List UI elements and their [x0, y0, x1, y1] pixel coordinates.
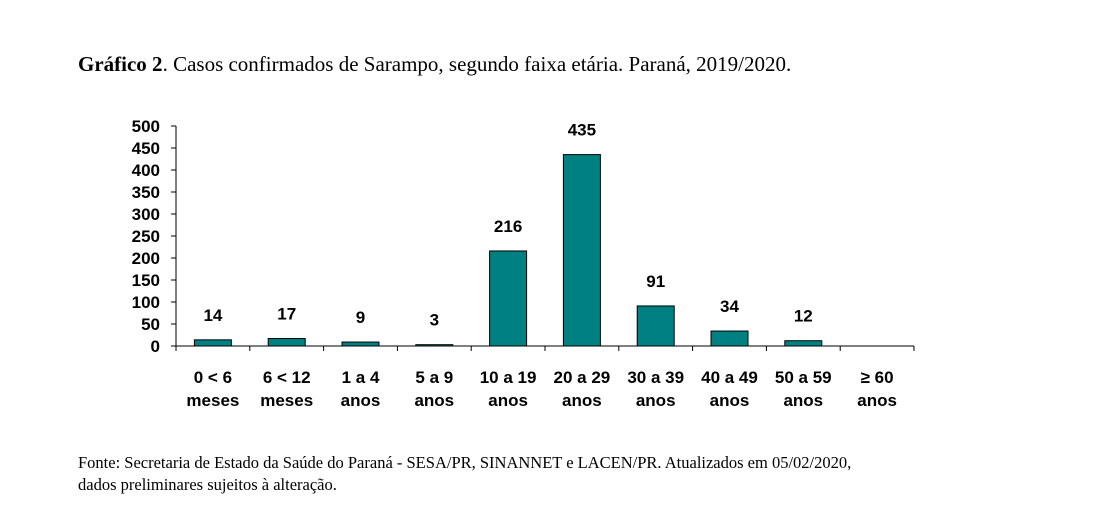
y-tick-label: 250: [132, 227, 160, 246]
x-category-label: 0 < 6: [194, 368, 232, 387]
bar: [636, 305, 675, 347]
y-tick-label: 300: [132, 205, 160, 224]
bar: [193, 339, 232, 347]
bar: [710, 330, 749, 347]
data-label: 12: [794, 307, 813, 326]
source-line-2: dados preliminares sujeitos à alteração.: [78, 475, 337, 494]
x-category-label: 10 a 19: [480, 368, 537, 387]
x-category-label: anos: [488, 391, 528, 410]
x-category-label: anos: [783, 391, 823, 410]
y-tick-label: 50: [141, 315, 160, 334]
data-label: 9: [356, 308, 365, 327]
x-category-label: anos: [562, 391, 602, 410]
bar: [784, 340, 823, 347]
bar: [267, 338, 306, 347]
x-category-label: 5 a 9: [415, 368, 453, 387]
chart-title-prefix: Gráfico 2: [78, 52, 163, 76]
x-category-label: meses: [260, 391, 313, 410]
data-label: 14: [203, 306, 222, 325]
y-tick-label: 150: [132, 271, 160, 290]
source-line-1: Fonte: Secretaria de Estado da Saúde do …: [78, 453, 852, 472]
x-category-label: 40 a 49: [701, 368, 758, 387]
chart-title: Gráfico 2. Casos confirmados de Sarampo,…: [78, 52, 791, 77]
bar-chart: 0 50 100 150 200 250 300 350 400 450 500 14 0 < 6 mes…: [132, 117, 915, 410]
y-tick-label: 0: [151, 337, 160, 356]
x-category-label: ≥ 60: [861, 368, 894, 387]
bar: [341, 341, 380, 347]
data-label: 91: [646, 272, 665, 291]
x-category-label: 1 a 4: [342, 368, 380, 387]
data-label: 435: [568, 121, 596, 140]
y-tick-label: 400: [132, 161, 160, 180]
x-category-label: 20 a 29: [554, 368, 611, 387]
x-category-label: meses: [186, 391, 239, 410]
bar: [562, 154, 601, 347]
y-tick-label: 200: [132, 249, 160, 268]
y-tick-label: 100: [132, 293, 160, 312]
y-tick-label: 500: [132, 117, 160, 136]
x-category-label: anos: [710, 391, 750, 410]
y-tick-label: 350: [132, 183, 160, 202]
source-note: Fonte: Secretaria de Estado da Saúde do …: [78, 452, 1078, 496]
bar: [489, 250, 528, 347]
data-label: 3: [430, 311, 439, 330]
data-label: 17: [277, 305, 296, 324]
data-label: 34: [720, 297, 739, 316]
bar: [415, 344, 454, 347]
x-category-label: anos: [857, 391, 897, 410]
data-label: 216: [494, 217, 522, 236]
y-tick-label: 450: [132, 139, 160, 158]
chart-title-text: . Casos confirmados de Sarampo, segundo …: [162, 52, 792, 76]
x-category-label: anos: [341, 391, 381, 410]
x-category-label: 6 < 12: [263, 368, 311, 387]
x-category-label: anos: [636, 391, 676, 410]
x-category-label: anos: [414, 391, 454, 410]
x-category-label: 30 a 39: [627, 368, 684, 387]
x-category-label: 50 a 59: [775, 368, 832, 387]
